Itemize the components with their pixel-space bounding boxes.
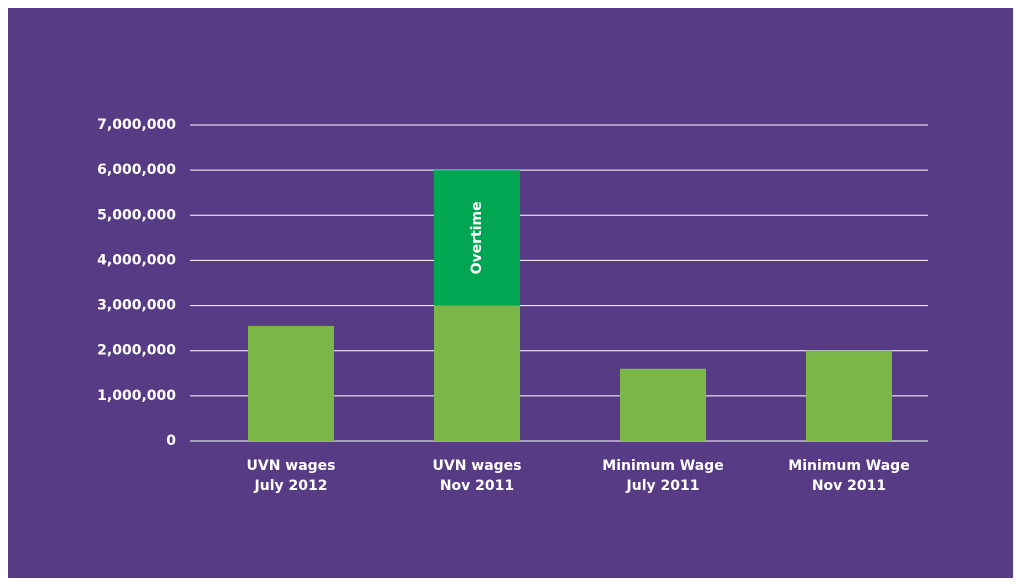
y-tick-label: 3,000,000	[97, 298, 176, 314]
x-tick-label: UVN wages	[432, 458, 521, 474]
x-tick-label: Minimum Wage	[602, 458, 723, 474]
x-tick-label: Minimum Wage	[788, 458, 909, 474]
x-tick-label: Nov 2011	[812, 478, 886, 494]
y-tick-label: 0	[166, 433, 176, 449]
x-tick-label: UVN wages	[246, 458, 335, 474]
bar-segment	[806, 350, 892, 441]
bar-segment	[248, 325, 334, 441]
segment-label: Overtime	[469, 201, 485, 274]
y-tick-label: 2,000,000	[97, 343, 176, 359]
y-tick-label: 7,000,000	[97, 117, 176, 133]
bar-segment	[620, 368, 706, 441]
y-tick-label: 5,000,000	[97, 207, 176, 223]
y-tick-label: 6,000,000	[97, 162, 176, 178]
y-tick-label: 4,000,000	[97, 252, 176, 268]
x-tick-label: July 2011	[626, 478, 700, 494]
x-tick-label: July 2012	[254, 478, 328, 494]
x-tick-label: Nov 2011	[440, 478, 514, 494]
bar-segment	[434, 170, 520, 306]
bar-segment	[434, 305, 520, 441]
y-tick-label: 1,000,000	[97, 388, 176, 404]
